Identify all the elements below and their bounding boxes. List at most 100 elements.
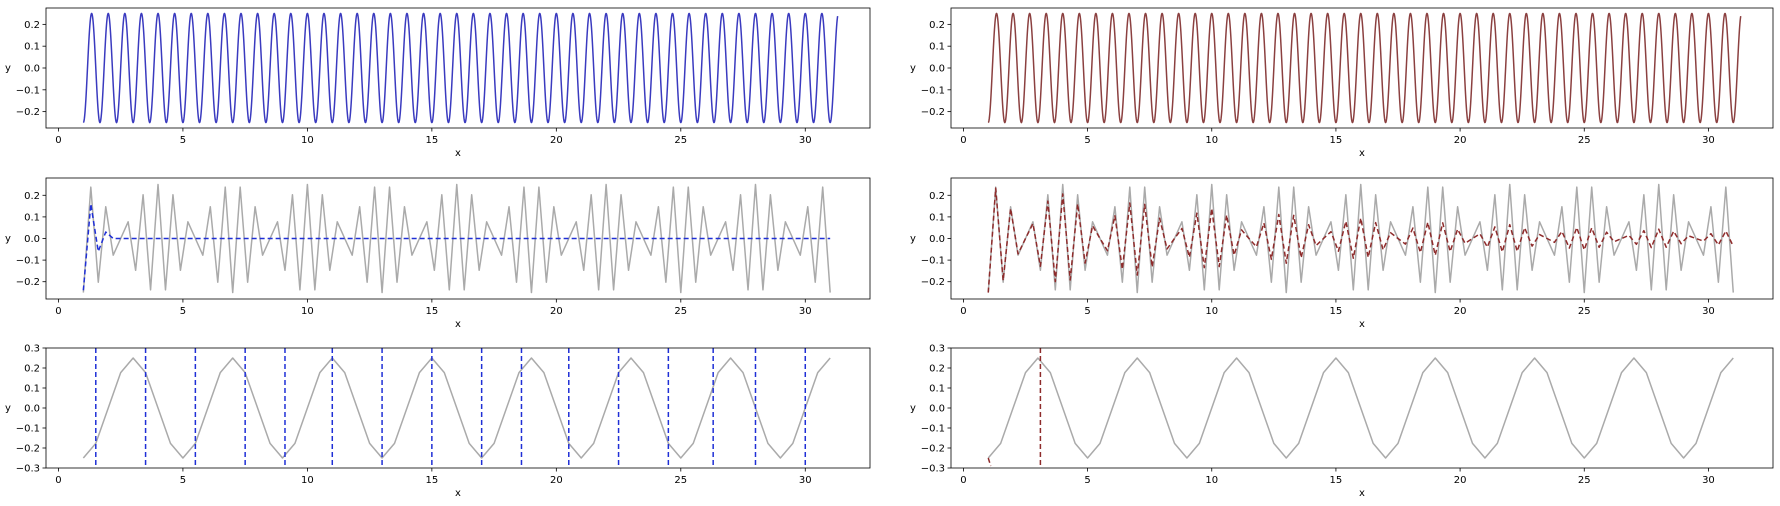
x-tick-label: 5 xyxy=(1084,135,1090,146)
x-tick-label: 15 xyxy=(425,475,438,486)
y-tick-label: 0.2 xyxy=(929,191,945,202)
x-tick-label: 30 xyxy=(1702,135,1715,146)
series-line-2 xyxy=(987,187,1734,293)
series-line-2 xyxy=(987,457,992,467)
y-tick-label: −0.2 xyxy=(16,107,40,118)
plot-area xyxy=(987,348,1734,468)
y-axis-label: y xyxy=(5,234,11,245)
series-line-1 xyxy=(82,183,831,294)
x-tick-label: 20 xyxy=(550,306,563,317)
x-tick-label: 15 xyxy=(1330,306,1343,317)
x-axis-label: x xyxy=(455,319,461,330)
x-tick-label: 15 xyxy=(425,306,438,317)
x-tick-label: 0 xyxy=(960,475,966,486)
y-axis-label: y xyxy=(910,63,916,74)
x-tick-label: 0 xyxy=(960,306,966,317)
x-tick-label: 0 xyxy=(55,306,61,317)
y-tick-label: 0.2 xyxy=(24,364,40,375)
x-tick-label: 30 xyxy=(1702,475,1715,486)
subplot-4: 0 5 10 15 20 25 30 −0.2 −0.1 0.0 0.1 0.2 x y xyxy=(910,177,1774,330)
x-tick-label: 20 xyxy=(1454,475,1467,486)
y-tick-label: 0.1 xyxy=(929,42,945,53)
y-tick-label: 0.0 xyxy=(24,404,40,415)
x-tick-label: 10 xyxy=(301,306,314,317)
x-tick-label: 20 xyxy=(550,135,563,146)
x-tick-label: 25 xyxy=(674,475,687,486)
y-tick-label: 0.3 xyxy=(929,344,945,355)
x-tick-label: 30 xyxy=(799,306,812,317)
y-tick-label: −0.1 xyxy=(921,256,945,267)
series-line-1 xyxy=(82,357,831,459)
plot-area xyxy=(987,183,1735,294)
y-tick-label: −0.1 xyxy=(16,85,40,96)
x-tick-label: 5 xyxy=(180,135,186,146)
y-tick-label: 0.3 xyxy=(24,344,40,355)
y-tick-label: 0.0 xyxy=(929,234,945,245)
x-tick-label: 5 xyxy=(1084,306,1090,317)
y-tick-label: 0.2 xyxy=(24,20,40,31)
series-line-2 xyxy=(82,203,831,291)
x-tick-label: 25 xyxy=(1578,475,1591,486)
x-tick-label: 30 xyxy=(799,135,812,146)
y-tick-label: −0.1 xyxy=(16,256,40,267)
x-tick-label: 15 xyxy=(425,135,438,146)
y-tick-label: 0.1 xyxy=(24,42,40,53)
x-axis-label: x xyxy=(455,488,461,499)
x-tick-label: 5 xyxy=(180,306,186,317)
y-tick-label: 0.0 xyxy=(24,64,40,75)
x-tick-label: 25 xyxy=(674,306,687,317)
y-tick-label: 0.2 xyxy=(929,20,945,31)
y-tick-label: 0.1 xyxy=(24,384,40,395)
y-axis-label: y xyxy=(910,234,916,245)
y-tick-label: −0.1 xyxy=(16,424,40,435)
y-tick-label: −0.2 xyxy=(921,107,945,118)
x-tick-label: 25 xyxy=(1578,306,1591,317)
x-tick-label: 15 xyxy=(1330,475,1343,486)
axes-frame xyxy=(950,347,1774,469)
y-tick-label: 0.1 xyxy=(929,384,945,395)
x-tick-label: 10 xyxy=(301,135,314,146)
subplot-1: 0 5 10 15 20 25 30 −0.2 −0.1 0.0 0.1 0.2 x y xyxy=(5,7,871,159)
series-line-1 xyxy=(987,12,1742,124)
y-tick-label: 0.0 xyxy=(929,64,945,75)
x-tick-label: 30 xyxy=(799,475,812,486)
y-tick-label: −0.2 xyxy=(921,444,945,455)
x-tick-label: 30 xyxy=(1702,306,1715,317)
x-tick-label: 20 xyxy=(1454,135,1467,146)
y-tick-label: 0.0 xyxy=(24,234,40,245)
x-tick-label: 0 xyxy=(55,135,61,146)
series-line-1 xyxy=(82,12,839,124)
x-tick-label: 10 xyxy=(301,475,314,486)
axes-frame xyxy=(45,347,871,469)
x-tick-label: 10 xyxy=(1205,306,1218,317)
x-tick-label: 0 xyxy=(55,475,61,486)
y-tick-label: −0.3 xyxy=(16,464,40,475)
x-tick-label: 25 xyxy=(674,135,687,146)
y-axis-label: y xyxy=(5,63,11,74)
subplot-5: 0 5 10 15 20 25 30 −0.3 −0.2 −0.1 0.0 0.1 0.2 0.3 x y xyxy=(5,344,871,499)
y-axis-label: y xyxy=(5,403,11,414)
series-line-1 xyxy=(987,183,1735,294)
x-tick-label: 5 xyxy=(180,475,186,486)
x-tick-label: 20 xyxy=(1454,306,1467,317)
y-tick-label: 0.2 xyxy=(24,191,40,202)
y-tick-label: 0.2 xyxy=(929,364,945,375)
x-tick-label: 0 xyxy=(960,135,966,146)
x-axis-label: x xyxy=(455,148,461,159)
plot-area xyxy=(82,348,831,468)
plot-area xyxy=(987,12,1742,124)
x-tick-label: 5 xyxy=(1084,475,1090,486)
subplot-2: 0 5 10 15 20 25 30 −0.2 −0.1 0.0 0.1 0.2 x y xyxy=(910,7,1774,159)
y-tick-label: 0.1 xyxy=(929,212,945,223)
x-tick-label: 10 xyxy=(1205,475,1218,486)
subplot-6: 0 5 10 15 20 25 30 −0.3 −0.2 −0.1 0.0 0.1 0.2 0.3 x y xyxy=(910,344,1774,499)
y-tick-label: −0.1 xyxy=(921,424,945,435)
x-tick-label: 15 xyxy=(1330,135,1343,146)
x-axis-label: x xyxy=(1359,148,1365,159)
y-axis-label: y xyxy=(910,403,916,414)
x-axis-label: x xyxy=(1359,488,1365,499)
series-line-1 xyxy=(987,357,1734,459)
plot-area xyxy=(82,183,831,294)
x-tick-label: 20 xyxy=(550,475,563,486)
